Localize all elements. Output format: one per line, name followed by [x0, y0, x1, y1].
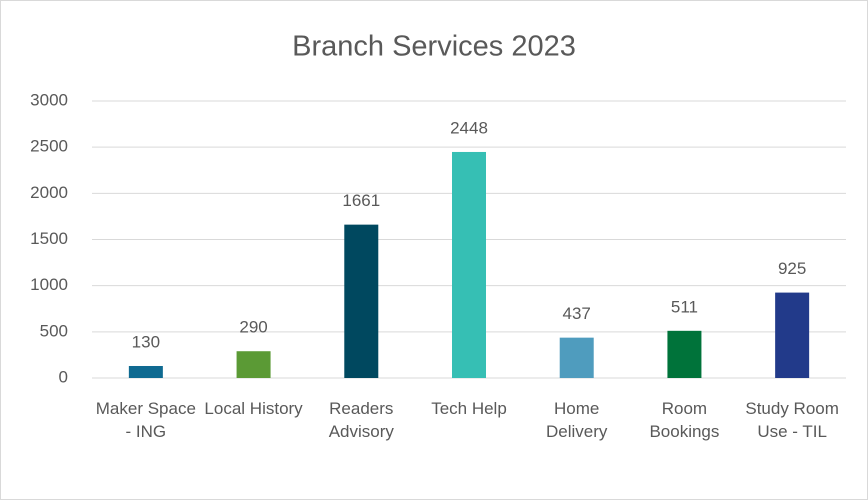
chart-title: Branch Services 2023	[292, 31, 576, 63]
data-label: 130	[132, 332, 160, 351]
bar	[775, 292, 810, 378]
y-tick-label: 500	[40, 321, 68, 340]
y-tick-label: 1000	[30, 275, 68, 294]
x-tick-label: Study Room Use - TIL	[745, 399, 839, 441]
data-label: 1661	[342, 191, 380, 210]
data-label: 511	[671, 297, 698, 316]
y-tick-label: 2500	[30, 137, 68, 156]
bar	[452, 151, 486, 378]
x-tick-label: Maker Space - ING	[95, 399, 196, 441]
data-label: 2448	[450, 118, 488, 137]
bar	[559, 337, 594, 378]
data-label: 290	[239, 318, 267, 337]
bar	[344, 224, 379, 378]
y-tick-label: 3000	[30, 90, 68, 109]
y-tick-label: 1500	[30, 229, 68, 248]
x-tick-label: Local History	[204, 399, 303, 418]
y-tick-label: 2000	[30, 183, 68, 202]
x-tick-label: Room Bookings	[649, 399, 720, 441]
x-tick-label: Home Delivery	[546, 399, 608, 441]
data-label: 925	[778, 259, 806, 278]
bar	[667, 330, 702, 378]
bar	[236, 351, 271, 378]
x-tick-label: Readers Advisory	[328, 399, 394, 441]
y-tick-label: 0	[59, 367, 68, 386]
data-label: 437	[563, 304, 591, 323]
bar	[128, 365, 163, 378]
x-tick-label: Tech Help	[431, 399, 507, 418]
